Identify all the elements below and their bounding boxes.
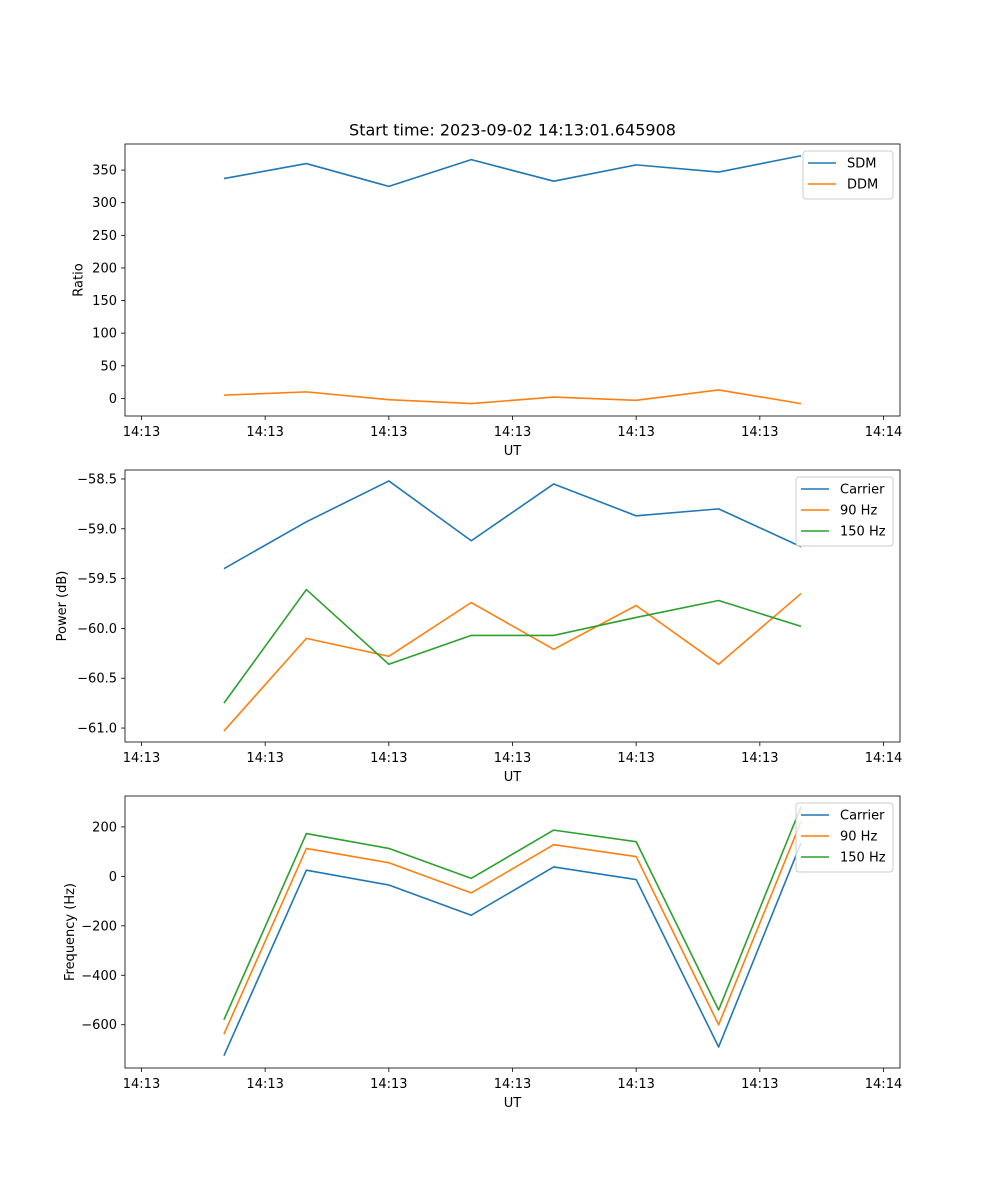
y-tick-label: 200 (92, 261, 117, 276)
y-axis-label: Ratio (71, 263, 86, 296)
legend-label: Carrier (840, 483, 885, 498)
x-tick-label: 14:13 (617, 751, 654, 766)
x-tick-label: 14:13 (123, 425, 160, 440)
y-tick-label: 0 (109, 392, 117, 407)
x-tick-label: 14:13 (370, 751, 407, 766)
y-axis-label: Frequency (Hz) (63, 883, 78, 981)
subplot-ratio: 14:13 14:13 14:13 14:13 14:13 14:13 14:14 UT 0 50… (71, 143, 902, 459)
x-axis-label: UT (504, 444, 522, 459)
y-tick-label: −58.5 (77, 472, 117, 487)
x-tick-label: 14:13 (617, 425, 654, 440)
legend: SDM DDM (802, 150, 894, 200)
series-line-90-hz (223, 592, 802, 732)
y-tick-label: 200 (92, 820, 117, 835)
legend-label: SDM (847, 157, 876, 172)
legend-label: 90 Hz (840, 504, 877, 519)
x-tick-label: 14:13 (741, 425, 778, 440)
y-tick-label: −59.0 (77, 522, 117, 537)
legend-label: DDM (847, 178, 878, 193)
x-tick-label: 14:13 (370, 425, 407, 440)
subplot-power: 14:13 14:13 14:13 14:13 14:13 14:13 14:14 UT −61… (55, 469, 902, 785)
x-tick-label: 14:13 (123, 1077, 160, 1092)
x-axis-label: UT (504, 770, 522, 785)
series-line-150-hz (223, 588, 802, 704)
legend-label: 90 Hz (840, 830, 877, 845)
y-axis-label: Power (dB) (55, 571, 70, 642)
x-axis-label: UT (504, 1096, 522, 1111)
legend-label: Carrier (840, 809, 885, 824)
y-tick-label: −59.5 (77, 572, 117, 587)
x-tick-label: 14:13 (246, 751, 283, 766)
x-tick-label: 14:13 (741, 1077, 778, 1092)
series-line-carrier (223, 842, 802, 1056)
y-tick-label: 250 (92, 229, 117, 244)
series-line-150-hz (223, 806, 802, 1021)
y-tick-label: 150 (92, 294, 117, 309)
y-tick-label: −60.0 (77, 622, 117, 637)
y-tick-label: 0 (109, 870, 117, 885)
legend: Carrier 90 Hz 150 Hz (795, 476, 894, 547)
legend-label: 150 Hz (840, 525, 886, 540)
series-line-carrier (223, 480, 802, 570)
x-tick-label: 14:13 (246, 425, 283, 440)
x-tick-label: 14:13 (123, 751, 160, 766)
legend-label: 150 Hz (840, 851, 886, 866)
y-tick-label: −600 (81, 1018, 117, 1033)
x-tick-label: 14:13 (494, 425, 531, 440)
x-tick-label: 14:13 (494, 1077, 531, 1092)
plot-area (223, 154, 802, 405)
plot-area (223, 480, 802, 732)
y-tick-label: 50 (100, 359, 117, 374)
axes-frame (124, 143, 901, 417)
series-line-ddm (223, 389, 802, 405)
legend: Carrier 90 Hz 150 Hz (795, 802, 894, 873)
x-tick-label: 14:13 (370, 1077, 407, 1092)
subplot-frequency: 14:13 14:13 14:13 14:13 14:13 14:13 14:14 UT −60… (63, 795, 902, 1111)
axes-frame (124, 795, 901, 1069)
x-tick-label: 14:14 (865, 425, 902, 440)
x-tick-label: 14:13 (494, 751, 531, 766)
x-tick-label: 14:14 (865, 751, 902, 766)
axes-frame (124, 469, 901, 743)
x-tick-label: 14:13 (617, 1077, 654, 1092)
x-tick-label: 14:13 (246, 1077, 283, 1092)
y-tick-label: −61.0 (77, 722, 117, 737)
x-tick-label: 14:13 (741, 751, 778, 766)
y-tick-label: −400 (81, 969, 117, 984)
series-line-sdm (223, 154, 802, 188)
x-tick-label: 14:14 (865, 1077, 902, 1092)
y-tick-label: 100 (92, 327, 117, 342)
series-line-90-hz (223, 821, 802, 1035)
y-tick-label: −60.5 (77, 672, 117, 687)
figure-title: Start time: 2023-09-02 14:13:01.645908 (349, 121, 676, 140)
y-tick-label: 300 (92, 196, 117, 211)
plot-area (223, 806, 802, 1056)
y-tick-label: −200 (81, 919, 117, 934)
y-tick-label: 350 (92, 164, 117, 179)
